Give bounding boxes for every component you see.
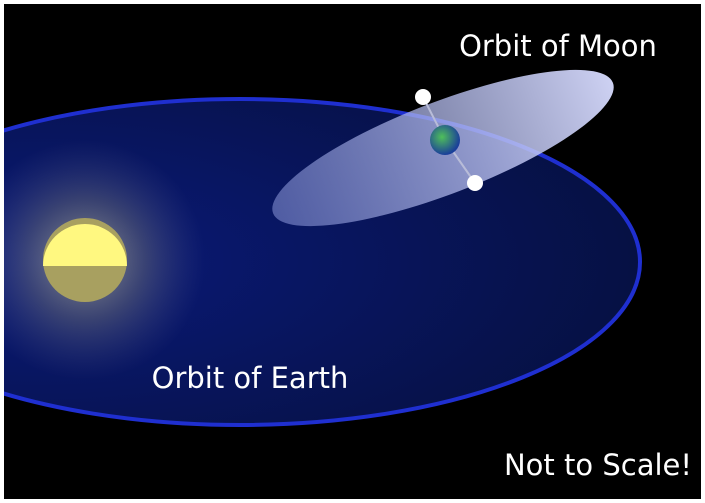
earth-orbit-label: Orbit of Earth [152, 361, 349, 395]
note: Not to Scale! [504, 448, 692, 482]
sun-lit [43, 224, 127, 266]
earth [430, 125, 460, 155]
moon-orbit-label: Orbit of Moon [459, 29, 657, 63]
moon [467, 175, 483, 191]
moon [415, 89, 431, 105]
